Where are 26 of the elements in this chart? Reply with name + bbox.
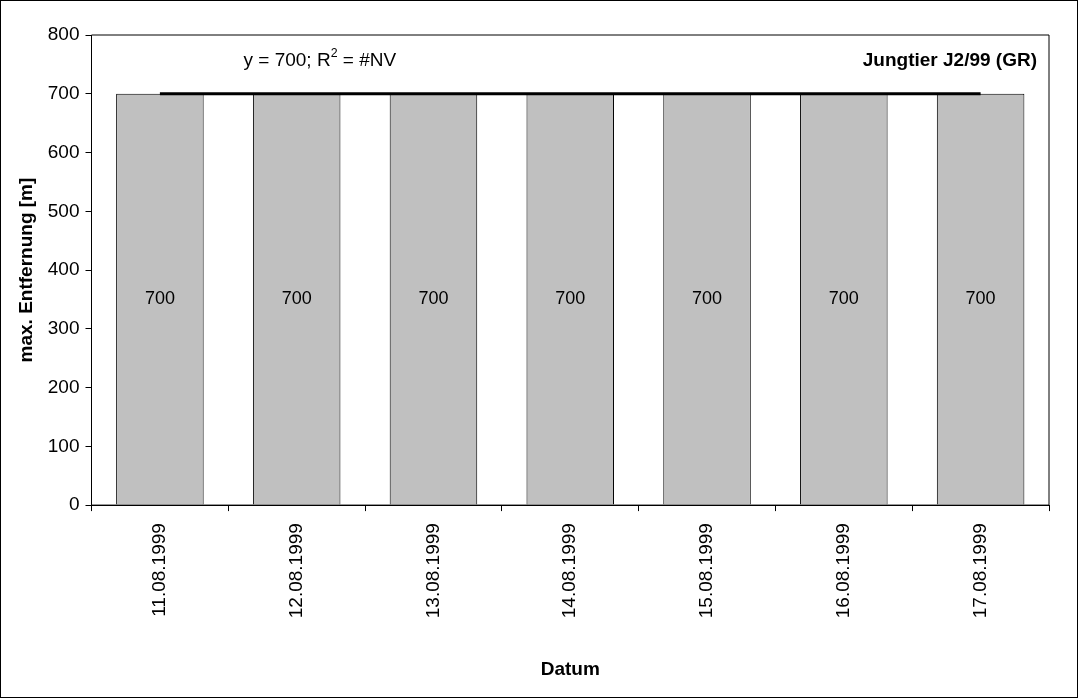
- y-tick-label: 100: [47, 434, 80, 456]
- x-tick-label: 16.08.1999: [832, 523, 854, 619]
- x-tick-label: 13.08.1999: [421, 523, 443, 619]
- x-tick-label: 15.08.1999: [695, 523, 717, 619]
- y-tick-label: 500: [47, 199, 80, 221]
- y-tick-label: 400: [47, 258, 80, 280]
- y-axis-title: max. Entfernung [m]: [14, 177, 36, 363]
- y-tick-label: 0: [68, 493, 80, 515]
- x-tick-label: 12.08.1999: [284, 523, 306, 619]
- data-label: 700: [965, 288, 996, 309]
- data-label: 700: [828, 288, 859, 309]
- text: Jungtier J2/99 (GR): [862, 49, 1037, 71]
- y-tick-label: 200: [47, 375, 80, 397]
- y-tick-label: 700: [47, 82, 80, 103]
- x-tick-label: 11.08.1999: [148, 523, 170, 617]
- y-tick-label: 600: [47, 140, 80, 162]
- x-tick-label: 14.08.1999: [558, 523, 580, 619]
- data-label: 700: [692, 288, 723, 309]
- x-axis-title: Datum: [540, 657, 600, 679]
- data-label: 700: [144, 288, 175, 309]
- data-label: 700: [418, 288, 449, 309]
- data-label: 700: [555, 288, 586, 309]
- y-tick-label: 800: [47, 23, 80, 45]
- x-tick-label: 17.08.1999: [968, 523, 990, 619]
- y-tick-label: 300: [47, 317, 80, 339]
- data-label: 700: [281, 288, 312, 309]
